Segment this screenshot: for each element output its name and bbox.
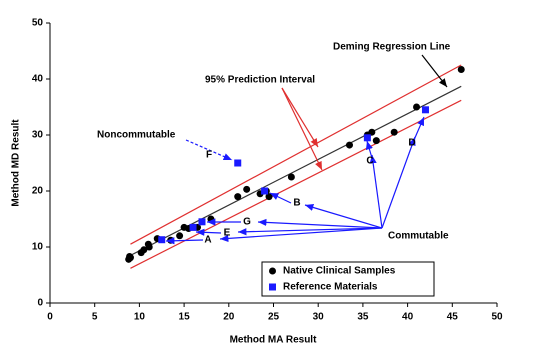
point <box>234 159 242 167</box>
annotation: Noncommutable <box>97 130 176 141</box>
point <box>390 128 398 136</box>
y-tick-label: 30 <box>32 130 44 141</box>
point <box>421 106 429 114</box>
x-tick-label: 10 <box>134 312 146 323</box>
point <box>189 223 197 231</box>
point <box>261 187 269 195</box>
y-tick-label: 10 <box>32 242 44 253</box>
x-tick-label: 35 <box>357 312 369 323</box>
annotation: F <box>206 150 212 161</box>
x-tick-label: 40 <box>402 312 414 323</box>
point <box>126 254 134 262</box>
point <box>345 141 353 149</box>
legend-box <box>261 261 435 297</box>
y-tick-label: 0 <box>37 298 43 309</box>
arrow <box>413 116 425 141</box>
x-tick-label: 20 <box>223 312 235 323</box>
arrow <box>421 54 448 88</box>
legend-label: Native Clinical Samples <box>283 266 396 277</box>
x-tick-label: 5 <box>92 312 98 323</box>
point <box>158 236 166 244</box>
arrow <box>237 227 383 236</box>
x-axis-label: Method MA Result <box>230 335 318 346</box>
point <box>243 185 251 193</box>
arrow <box>369 154 383 229</box>
annotation: 95% Prediction Interval <box>205 75 315 86</box>
point <box>372 137 380 145</box>
x-tick-label: 0 <box>47 312 53 323</box>
annotation: D <box>408 138 415 149</box>
arrow <box>281 87 319 148</box>
x-tick-label: 45 <box>447 312 459 323</box>
reference-line <box>130 99 462 269</box>
annotation: Commutable <box>388 231 449 242</box>
annotation: Deming Regression Line <box>333 42 451 53</box>
point <box>287 173 295 181</box>
point <box>368 128 376 136</box>
point <box>413 103 421 111</box>
arrow <box>185 139 233 161</box>
arrow <box>257 218 383 229</box>
x-tick-label: 15 <box>179 312 191 323</box>
arrow <box>165 237 204 245</box>
arrow <box>365 140 373 159</box>
annotation: B <box>293 198 300 209</box>
point <box>140 246 148 254</box>
legend-marker <box>269 283 276 291</box>
x-tick-label: 25 <box>268 312 280 323</box>
point <box>198 218 206 226</box>
legend-label: Reference Materials <box>283 282 378 293</box>
point <box>145 243 153 251</box>
annotation: A <box>204 235 211 246</box>
annotation: C <box>366 156 373 167</box>
arrow <box>195 228 222 236</box>
annotation: G <box>243 217 251 228</box>
reference-line <box>130 64 462 245</box>
arrow <box>269 192 292 204</box>
arrow <box>381 136 416 229</box>
legend-marker <box>269 267 276 275</box>
y-tick-label: 20 <box>32 186 44 197</box>
x-tick-label: 50 <box>491 312 503 323</box>
arrow <box>281 87 323 171</box>
arrow <box>219 227 383 243</box>
arrow <box>304 203 383 229</box>
annotation: E <box>224 228 231 239</box>
point <box>234 193 242 201</box>
y-axis-label: Method MD Result <box>11 119 22 207</box>
point <box>457 65 465 73</box>
y-tick-label: 50 <box>32 18 44 29</box>
point <box>176 232 184 240</box>
point <box>363 134 371 142</box>
y-tick-label: 40 <box>32 74 44 85</box>
x-tick-label: 30 <box>313 312 325 323</box>
